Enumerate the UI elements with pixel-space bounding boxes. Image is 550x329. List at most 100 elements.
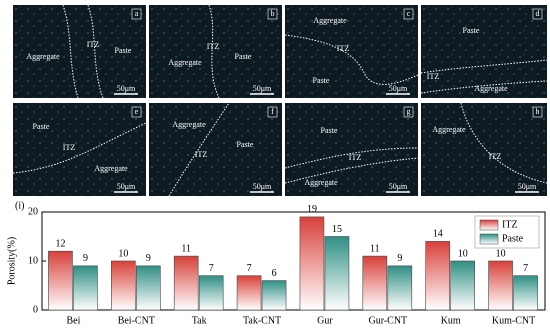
- bar: [136, 265, 161, 311]
- micrograph-panel: c Aggregate ITZ Paste 50μm: [284, 5, 419, 98]
- panel-texture: [285, 103, 418, 196]
- value-label: 7: [247, 263, 252, 274]
- micrograph-panel: f Aggregate ITZ Paste 50μm: [149, 102, 282, 197]
- panel-letter: e: [135, 107, 139, 116]
- micrograph-panel: b Aggregate ITZ Paste 50μm: [149, 4, 282, 99]
- region-label: Aggregate: [94, 164, 128, 173]
- boundary: [12, 122, 147, 174]
- panel-letter: d: [536, 9, 540, 18]
- region-label: Paste: [313, 76, 330, 85]
- value-label: 11: [181, 243, 191, 254]
- region-label: Aggregate: [432, 125, 466, 134]
- panel-texture: [421, 103, 547, 196]
- value-label: 11: [370, 243, 380, 254]
- letter-box: [403, 106, 414, 118]
- region-label: ITZ: [63, 143, 76, 152]
- panel-texture: [13, 5, 146, 98]
- boundary: [460, 102, 548, 184]
- panel-letter: f: [271, 107, 274, 116]
- bar: [236, 275, 262, 311]
- panel-label: (i): [15, 200, 24, 211]
- region-label: Paste: [235, 52, 252, 61]
- region-label: ITZ: [427, 72, 440, 81]
- bar: [324, 236, 350, 311]
- letter-box: [267, 8, 278, 20]
- panel-letter: h: [536, 107, 540, 116]
- bar: [387, 265, 413, 311]
- region-label: Aggregate: [304, 178, 338, 187]
- bar: [73, 265, 98, 311]
- panel-texture: [149, 5, 282, 98]
- x-tick-label: Bei-CNT: [118, 315, 155, 326]
- bar: [173, 255, 199, 311]
- boundary: [284, 147, 419, 184]
- letter-box: [532, 106, 543, 118]
- bar: [48, 250, 73, 311]
- micrograph-panel: h Aggregate ITZ 50μm: [421, 102, 548, 196]
- legend-label: ITZ: [502, 219, 518, 230]
- value-label: 10: [118, 248, 128, 259]
- legend-swatch: [479, 233, 499, 245]
- region-label: Aggregate: [168, 58, 202, 67]
- bar: [111, 260, 136, 311]
- x-tick-label: Gur: [317, 315, 333, 326]
- region-label: Aggregate: [26, 52, 60, 61]
- scale-label: 50μm: [518, 182, 537, 191]
- panel-texture: [13, 103, 146, 196]
- value-label: 14: [433, 229, 443, 240]
- x-tick-label: Kum: [441, 315, 461, 326]
- scale-label: 50μm: [389, 84, 408, 93]
- x-tick-label: Gur-CNT: [368, 315, 407, 326]
- letter-box: [267, 106, 278, 118]
- region-label: Paste: [237, 140, 254, 149]
- boundary: [62, 4, 104, 99]
- value-label: 7: [523, 263, 528, 274]
- bar: [425, 241, 450, 311]
- value-label: 9: [146, 253, 151, 264]
- region-label: ITZ: [349, 153, 362, 162]
- micrograph-panel: e Paste ITZ Aggregate 50μm: [12, 103, 147, 196]
- value-label: 10: [458, 248, 468, 259]
- x-tick-label: Tak-CNT: [243, 315, 281, 326]
- y-tick-label: 10: [28, 255, 38, 266]
- panel-texture: [149, 103, 282, 196]
- value-label: 10: [496, 248, 506, 259]
- panel-texture: [285, 5, 418, 98]
- region-label: Aggregate: [474, 84, 508, 93]
- scale-label: 50μm: [117, 84, 136, 93]
- panel-letter: b: [271, 9, 275, 18]
- boundary: [284, 34, 419, 85]
- bar: [362, 255, 388, 311]
- panel-letter: a: [135, 9, 139, 18]
- bar: [198, 275, 224, 311]
- region-label: ITZ: [195, 150, 208, 159]
- region-label: Aggregate: [313, 16, 347, 25]
- legend-label: Paste: [502, 233, 524, 244]
- boundary: [420, 59, 548, 94]
- scale-label: 50μm: [253, 84, 272, 93]
- bar: [261, 280, 287, 311]
- region-label: ITZ: [337, 44, 350, 53]
- region-label: ITZ: [489, 152, 502, 161]
- boundary: [168, 102, 230, 197]
- region-label: ITZ: [207, 42, 220, 51]
- value-label: 6: [272, 268, 277, 279]
- y-axis-label: Porosity(%): [6, 237, 17, 285]
- micrograph-panel: d Paste ITZ Aggregate: [420, 5, 548, 98]
- region-label: ITZ: [87, 40, 100, 49]
- y-tick-label: 0: [33, 304, 38, 315]
- letter-box: [532, 8, 543, 20]
- scale-label: 50μm: [117, 182, 136, 191]
- region-label: Paste: [115, 46, 132, 55]
- bar: [450, 260, 475, 311]
- region-label: Paste: [33, 122, 50, 131]
- letter-box: [131, 8, 142, 20]
- x-tick-label: Bei: [66, 315, 80, 326]
- legend-swatch: [479, 219, 499, 231]
- panel-letter: g: [407, 107, 411, 116]
- letter-box: [131, 106, 142, 118]
- bar: [299, 216, 325, 311]
- micrograph-panel: g Paste ITZ Aggregate 50μm: [284, 103, 419, 196]
- bar: [488, 260, 513, 311]
